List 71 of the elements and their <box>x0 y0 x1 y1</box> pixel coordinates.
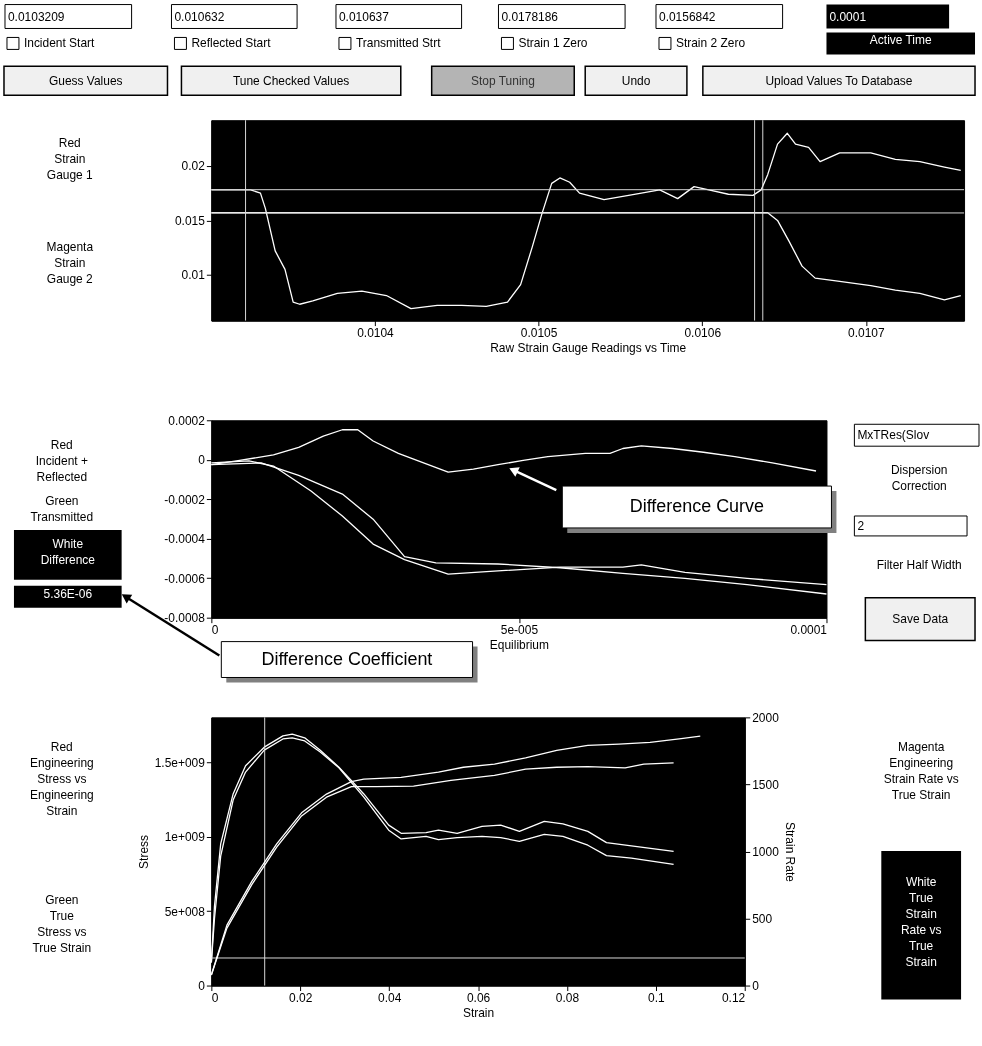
y2-tick-label: 1500 <box>752 777 780 792</box>
x-axis-title: Strain <box>462 1005 495 1020</box>
text: Red Engineering Stress vs Engineering Strain <box>29 740 94 819</box>
y-tick-label: 0 <box>198 979 206 994</box>
x-tick-label: 0 <box>211 991 219 1005</box>
text: 2 <box>857 518 865 533</box>
y-tick-label: 1.5e+009 <box>154 755 206 770</box>
text: Filter Half Width <box>876 557 962 572</box>
x-tick-label: 0.06 <box>466 991 491 1005</box>
x-tick-label: 0.02 <box>289 991 313 1005</box>
y-tick-label: 1e+009 <box>164 830 206 845</box>
text: 5.36E-06 <box>43 586 93 601</box>
text: Incident Start <box>23 36 96 51</box>
text: Reflected Start <box>191 36 272 51</box>
y-tick-label: 0.015 <box>174 213 206 228</box>
y2-tick-label: 500 <box>752 911 773 926</box>
text: 0.010632 <box>174 9 225 24</box>
x-axis-title: Equilibrium <box>489 638 550 653</box>
x-tick-label: 0.0104 <box>357 326 395 341</box>
x-tick-label: 0.1 <box>648 991 665 1005</box>
y-tick-label: -0.0008 <box>164 611 206 626</box>
x-tick-label: 0.08 <box>555 991 580 1005</box>
text: Magenta Strain Gauge 2 <box>46 239 94 286</box>
y2-axis-title: Strain Rate <box>782 822 797 883</box>
text: Green True Stress vs True Strain <box>32 892 92 955</box>
x-tick-label: 5e-005 <box>500 623 539 638</box>
x-tick-label: 0.0105 <box>520 326 558 341</box>
text: Stop Tuning <box>471 73 535 88</box>
y-tick-label: 0.0002 <box>168 413 206 428</box>
text: White True Strain Rate vs True Strain <box>900 875 942 970</box>
text: 0.0156842 <box>658 9 716 24</box>
text: 0.0001 <box>829 9 867 24</box>
text: 0.0178186 <box>501 9 559 24</box>
text: Strain 1 Zero <box>518 36 588 51</box>
text: Upload Values To Database <box>765 73 913 88</box>
text: Tune Checked Values <box>232 73 350 88</box>
text: Red Strain Gauge 1 <box>46 136 94 183</box>
y-tick-label: 0 <box>198 453 206 468</box>
text: 0.0103209 <box>7 9 65 24</box>
y-tick-label: 5e+008 <box>164 904 206 919</box>
x-tick-label: 0.0107 <box>848 326 886 341</box>
text: Active Time <box>869 33 932 48</box>
x-tick-label: 0.04 <box>378 991 402 1005</box>
text: Dispersion Correction <box>890 463 948 494</box>
y-tick-label: 0.02 <box>181 159 206 174</box>
text: Difference Coefficient <box>261 648 433 669</box>
text: Guess Values <box>48 73 123 88</box>
x-tick-label: 0.0106 <box>684 326 722 341</box>
x-tick-label: 0 <box>211 623 219 638</box>
text: Red Incident + Reflected <box>35 438 88 485</box>
y2-tick-label: 1000 <box>752 844 780 859</box>
y-tick-label: -0.0002 <box>164 492 206 507</box>
x-tick-label: 0.0001 <box>790 623 828 638</box>
y-tick-label: -0.0004 <box>164 532 206 547</box>
text: Strain 2 Zero <box>675 36 746 51</box>
y-tick-label: 0.01 <box>181 268 206 283</box>
x-tick-label: 0.12 <box>721 991 746 1005</box>
y2-tick-label: 0 <box>752 979 760 994</box>
y-tick-label: -0.0006 <box>164 571 206 586</box>
y2-tick-label: 2000 <box>752 710 780 725</box>
text: 0.010637 <box>338 9 390 24</box>
x-axis-title: Raw Strain Gauge Readings vs Time <box>490 340 687 355</box>
text: MxTRes(Slov <box>857 428 930 443</box>
text: Magenta Engineering Strain Rate vs True Strain <box>883 740 959 803</box>
text: White Difference <box>40 536 96 567</box>
text: Green Transmitted <box>30 494 94 524</box>
text: Undo <box>621 73 651 88</box>
text: Save Data <box>892 612 949 627</box>
annotation: Difference Curve <box>629 496 765 516</box>
y-axis-title: Stress <box>136 835 151 869</box>
text: Transmitted Strt <box>355 36 442 51</box>
